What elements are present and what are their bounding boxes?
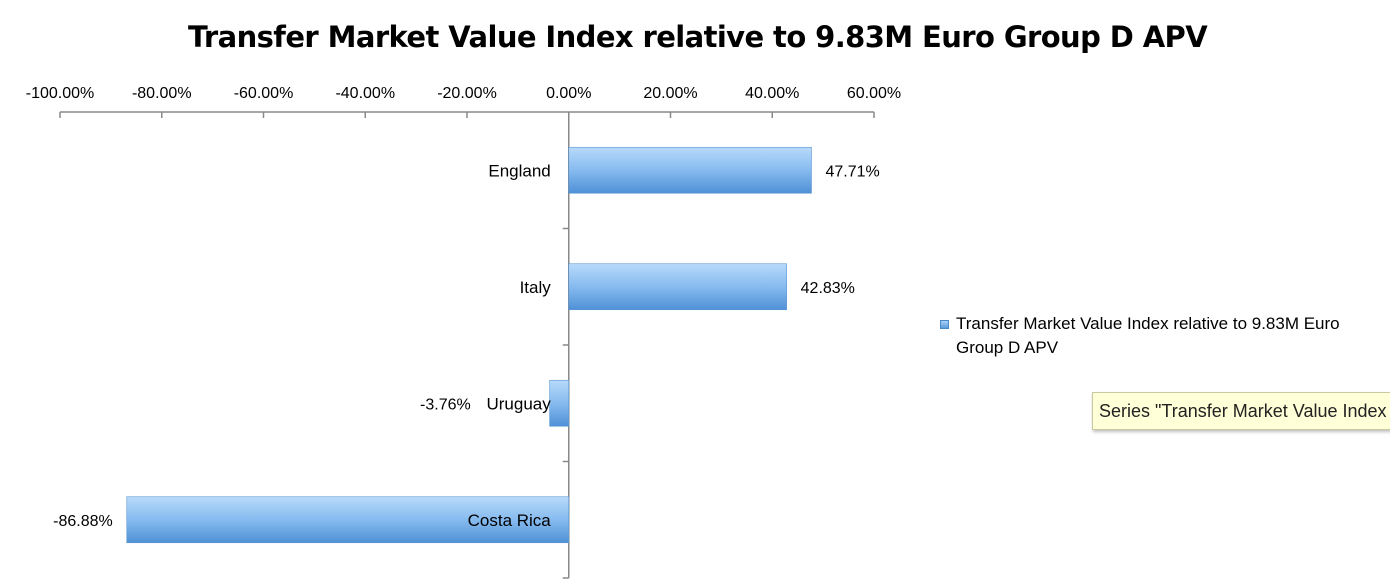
x-tick-label: 40.00% (745, 85, 799, 102)
bar-uruguay[interactable] (549, 379, 570, 427)
series-tooltip: Series "Transfer Market Value Index rela… (1092, 392, 1390, 430)
x-tick-label: -80.00% (132, 85, 192, 102)
data-label: -3.76% (420, 396, 471, 413)
x-tick-label: 0.00% (546, 85, 591, 102)
x-tick-label: 20.00% (643, 85, 697, 102)
x-tick-label: 60.00% (847, 85, 901, 102)
data-label: 47.71% (825, 163, 879, 180)
data-label: -86.88% (53, 513, 113, 530)
category-label: England (488, 161, 550, 180)
data-label: 42.83% (801, 280, 855, 297)
bar-italy[interactable] (568, 263, 787, 311)
legend-series-name: Transfer Market Value Index relative to … (956, 314, 1340, 357)
x-tick-label: -100.00% (26, 85, 95, 102)
bar-costa-rica[interactable] (126, 496, 570, 544)
x-tick-label: -60.00% (234, 85, 294, 102)
bar-england[interactable] (568, 146, 812, 194)
category-label: Uruguay (486, 394, 551, 413)
category-label: Costa Rica (468, 511, 552, 530)
x-tick-label: -20.00% (437, 85, 497, 102)
category-label: Italy (520, 278, 552, 297)
legend[interactable]: Transfer Market Value Index relative to … (940, 312, 1380, 360)
x-tick-label: -40.00% (335, 85, 395, 102)
chart-title: Transfer Market Value Index relative to … (187, 20, 1208, 54)
legend-swatch (940, 320, 949, 329)
